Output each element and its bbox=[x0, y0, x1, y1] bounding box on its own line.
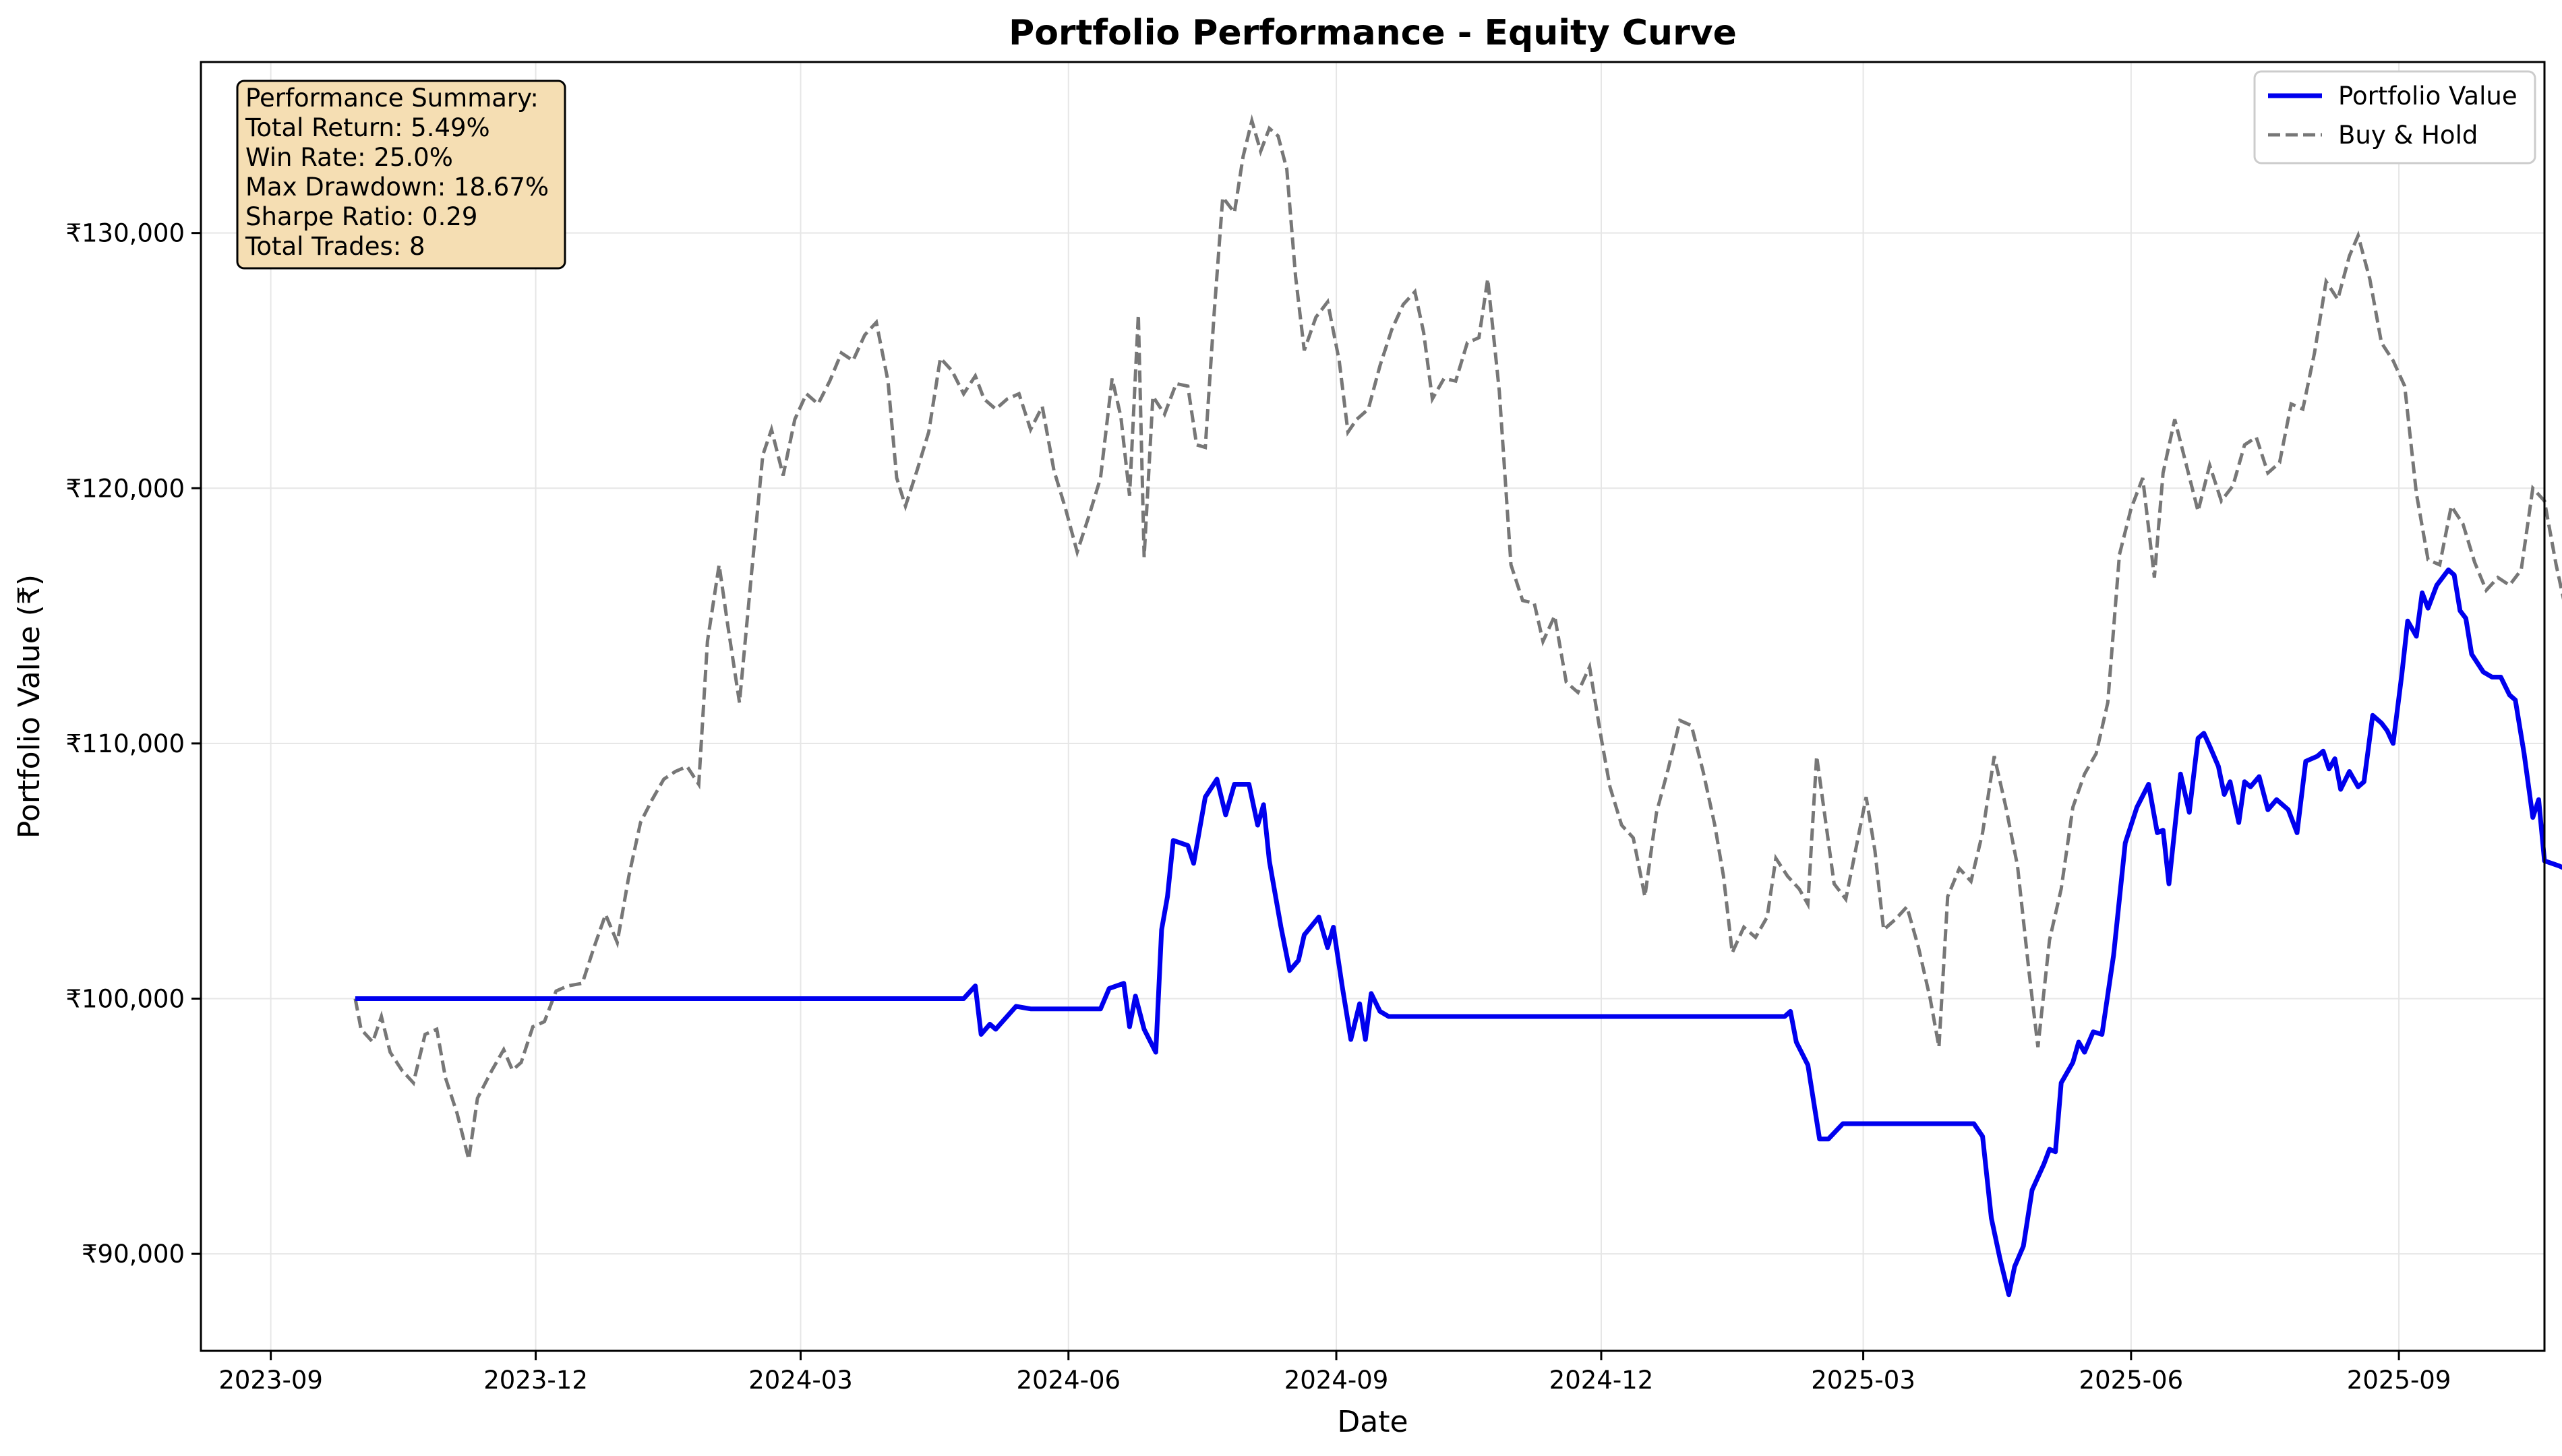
series-layer bbox=[353, 114, 2562, 1298]
x-tick-label: 2024-03 bbox=[748, 1366, 853, 1395]
y-tick-label: ₹90,000 bbox=[82, 1240, 185, 1269]
summary-heading: Performance Summary: bbox=[245, 84, 539, 113]
x-tick-label: 2023-09 bbox=[218, 1366, 323, 1395]
legend-label-buy-hold: Buy & Hold bbox=[2338, 121, 2478, 150]
y-axis-label: Portfolio Value (₹) bbox=[12, 574, 47, 839]
y-tick-label: ₹120,000 bbox=[65, 474, 185, 503]
y-tick-label: ₹130,000 bbox=[65, 219, 185, 248]
portfolio-value-line bbox=[355, 567, 2562, 1298]
summary-sharpe-ratio: Sharpe Ratio: 0.29 bbox=[245, 202, 477, 231]
x-tick-label: 2025-09 bbox=[2347, 1366, 2451, 1395]
y-tick-label: ₹110,000 bbox=[65, 729, 185, 758]
x-tick-label: 2023-12 bbox=[483, 1366, 588, 1395]
summary-win-rate: Win Rate: 25.0% bbox=[245, 143, 453, 172]
summary-total-trades: Total Trades: 8 bbox=[245, 232, 425, 261]
plot-frame bbox=[200, 61, 2546, 1352]
performance-summary-box: Performance Summary: Total Return: 5.49%… bbox=[236, 80, 566, 270]
x-tick-label: 2025-03 bbox=[1811, 1366, 1915, 1395]
summary-total-return: Total Return: 5.49% bbox=[245, 113, 490, 142]
legend-box bbox=[2253, 70, 2536, 164]
y-tick-label: ₹100,000 bbox=[65, 985, 185, 1014]
summary-background bbox=[236, 80, 566, 270]
legend: Portfolio Value Buy & Hold bbox=[2253, 70, 2536, 164]
y-axis-ticks: ₹90,000 ₹100,000 ₹110,000 ₹120,000 ₹130,000 bbox=[65, 219, 201, 1269]
x-tick-label: 2025-06 bbox=[2079, 1366, 2184, 1395]
x-tick-label: 2024-06 bbox=[1016, 1366, 1121, 1395]
x-axis-label: Date bbox=[1337, 1405, 1408, 1439]
x-axis-ticks: 2023-09 2023-12 2024-03 2024-06 2024-09 2024-… bbox=[218, 1351, 2451, 1395]
x-tick-label: 2024-12 bbox=[1549, 1366, 1654, 1395]
legend-label-portfolio: Portfolio Value bbox=[2338, 82, 2518, 111]
summary-max-drawdown: Max Drawdown: 18.67% bbox=[245, 173, 549, 202]
x-tick-label: 2024-09 bbox=[1284, 1366, 1389, 1395]
chart-title: Portfolio Performance - Equity Curve bbox=[1009, 13, 1737, 53]
buy-hold-line bbox=[353, 114, 2562, 1160]
